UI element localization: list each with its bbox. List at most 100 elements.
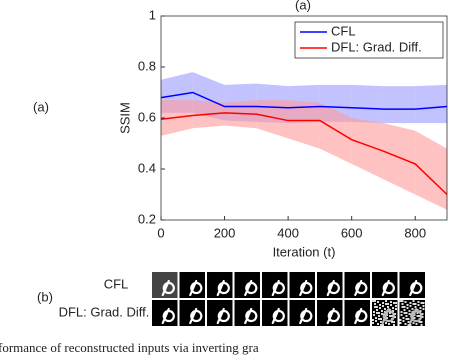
noise-speck [413,317,416,319]
noise-speck [395,308,397,310]
noise-speck [406,304,409,306]
confidence-band [351,84,384,124]
legend-box [294,21,444,59]
digit-glyph [299,279,313,297]
confidence-band [351,118,384,180]
noise-speck [380,318,382,320]
legend-label: DFL: Grad. Diff. [331,39,422,54]
x-tick-label: 400 [277,225,299,240]
noise-speck [392,310,394,312]
digit-glyph [381,307,395,325]
confidence-band [415,130,447,210]
noise-speck [393,302,395,304]
noise-speck [405,318,408,320]
noise-speck [376,306,378,308]
noise-speck [378,315,380,317]
confidence-band [383,86,416,124]
digit-glyph [189,307,203,325]
digit-glyph [216,279,230,297]
noise-speck [403,309,406,311]
noise-speck [405,315,408,317]
noise-speck [414,306,417,308]
noise-speck [402,317,405,319]
noise-speck [379,307,381,309]
x-tick-label: 200 [214,225,236,240]
legend-label: CFL [331,23,356,38]
noise-speck [393,321,395,323]
noise-speck [387,306,389,308]
noise-speck [374,303,376,305]
noise-speck [394,313,396,315]
row-label: DFL: Grad. Diff. [59,304,150,319]
digit-glyph [326,307,340,325]
noise-speck [372,322,374,324]
noise-speck [409,324,412,326]
noise-speck [417,301,420,303]
noise-speck [378,312,380,314]
noise-speck [419,307,422,309]
y-axis-label: SSIM [117,102,132,134]
caption: formance of reconstructed inputs via inv… [0,340,259,355]
noise-speck [420,324,423,326]
panel-label: (a) [33,99,49,114]
digit-glyph [326,279,340,297]
noise-speck [389,312,391,314]
noise-speck [374,306,376,308]
digit-glyph [271,279,285,297]
y-tick-label: 0.8 [138,58,156,73]
series-line [160,112,448,196]
noise-speck [376,312,378,314]
noise-speck [403,312,406,314]
y-tick-label: 1 [149,7,156,22]
noise-speck [401,303,404,305]
digit-glyph [161,279,175,297]
digit-glyph [409,307,423,325]
noise-speck [416,315,419,317]
noise-speck [407,318,410,320]
confidence-band [319,102,352,164]
noise-speck [422,302,425,304]
series-line [160,91,448,110]
noise-speck [375,317,377,319]
noise-speck [385,300,387,302]
noise-speck [395,305,397,307]
noise-speck [382,302,384,304]
noise-speck [417,304,420,306]
noise-speck [407,321,410,323]
digit-glyph [244,279,258,297]
noise-speck [412,303,415,305]
noise-speck [408,310,411,312]
noise-speck [402,320,405,322]
noise-speck [377,301,379,303]
noise-speck [382,324,384,326]
noise-speck [420,321,423,323]
noise-speck [373,311,375,313]
digit-glyph [299,307,313,325]
noise-speck [414,303,417,305]
digit-glyph [189,279,203,297]
y-tick-label: 0.2 [138,211,156,226]
noise-speck [400,314,403,316]
digit-glyph [244,307,258,325]
noise-speck [381,313,383,315]
noise-speck [421,316,424,318]
digit-glyph [216,307,230,325]
noise-speck [416,312,419,314]
x-tick-label: 800 [404,225,426,240]
noise-speck [404,323,407,325]
noise-speck [404,301,407,303]
noise-speck [418,321,421,323]
noise-speck [372,300,374,302]
noise-speck [384,308,386,310]
noise-speck [385,303,387,305]
noise-speck [418,315,421,317]
noise-speck [374,300,376,302]
noise-speck [412,322,415,324]
noise-speck [388,323,390,325]
noise-speck [405,312,408,314]
noise-speck [376,309,378,311]
noise-speck [403,306,406,308]
noise-speck [415,323,418,325]
noise-speck [377,323,379,325]
